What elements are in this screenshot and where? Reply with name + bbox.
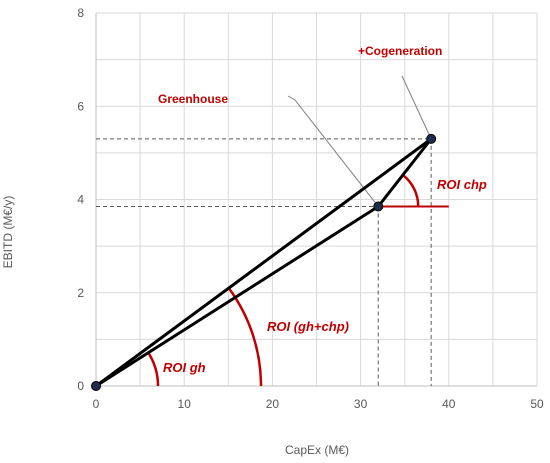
x-tick-label: 50 xyxy=(530,397,544,411)
point-label-greenhouse: Greenhouse xyxy=(158,92,228,106)
roi-chp-label: ROI chp xyxy=(437,177,487,192)
data-point-1 xyxy=(373,201,384,212)
data-point-0 xyxy=(91,381,101,391)
x-tick-labels: 0 10 20 30 40 50 xyxy=(93,397,544,411)
y-tick-label: 0 xyxy=(77,379,84,393)
data-points xyxy=(91,133,437,391)
y-tick-labels: 0 2 4 6 8 xyxy=(77,6,84,393)
x-tick-label: 40 xyxy=(442,397,456,411)
line-origin-cogeneration xyxy=(94,137,433,388)
x-tick-label: 30 xyxy=(354,397,368,411)
leader-greenhouse xyxy=(287,95,379,207)
line-greenhouse-cogeneration xyxy=(376,137,433,208)
leader-cogeneration xyxy=(401,75,432,140)
roi-gh-arc xyxy=(147,352,160,387)
series-lines xyxy=(94,137,433,388)
x-tick-label: 10 xyxy=(178,397,192,411)
point-label-cogeneration: +Cogeneration xyxy=(358,44,442,58)
y-axis-title: EBITD (M€/y) xyxy=(1,196,15,269)
y-tick-label: 8 xyxy=(77,6,84,20)
x-tick-label: 0 xyxy=(93,397,100,411)
roi-arcs xyxy=(147,174,449,387)
axes xyxy=(95,13,537,387)
data-point-2 xyxy=(426,133,437,144)
x-tick-label: 20 xyxy=(266,397,280,411)
roi-gh-chp-label: ROI (gh+chp) xyxy=(267,319,349,334)
roi-gh-chp-arc xyxy=(227,287,263,387)
y-tick-label: 6 xyxy=(77,99,84,113)
dashed-guides xyxy=(96,138,432,386)
x-axis-title: CapEx (M€) xyxy=(285,443,349,457)
roi-gh-label: ROI gh xyxy=(163,360,206,375)
y-tick-label: 2 xyxy=(77,286,84,300)
y-tick-label: 4 xyxy=(77,193,84,207)
roi-chp-arc xyxy=(402,174,420,207)
leader-lines xyxy=(287,75,432,207)
line-origin-greenhouse xyxy=(94,204,380,388)
